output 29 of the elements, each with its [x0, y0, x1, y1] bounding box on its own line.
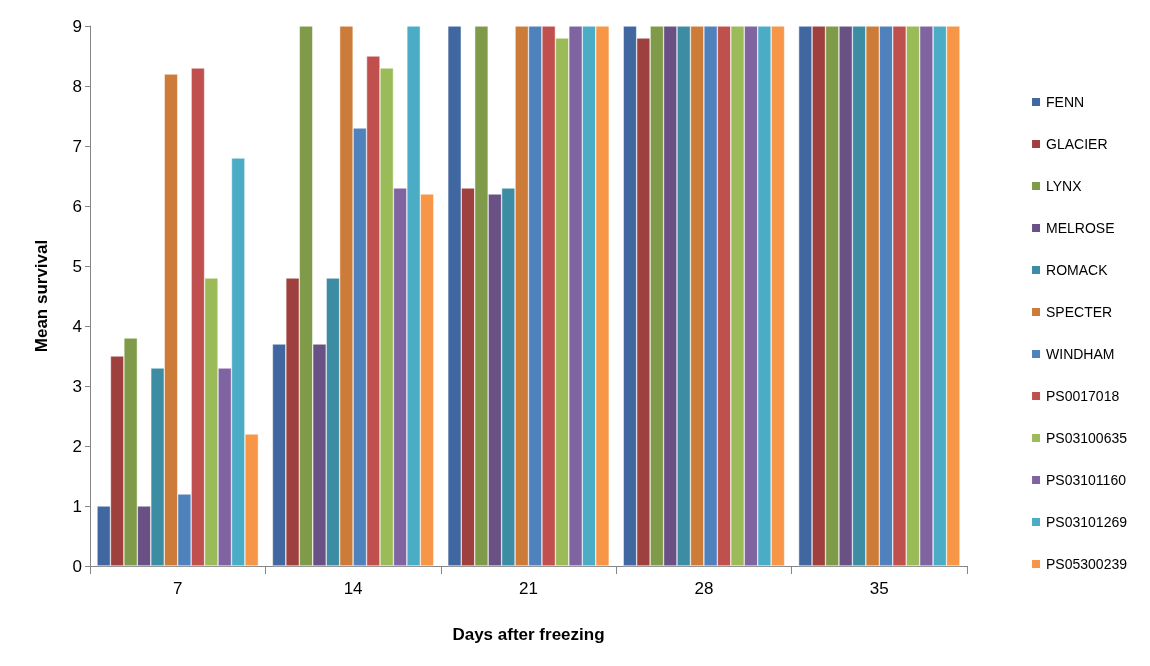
- legend-label: PS03101269: [1046, 514, 1128, 530]
- legend-label: PS0017018: [1046, 388, 1120, 404]
- y-tick-label: 0: [72, 556, 82, 576]
- y-tick-label: 5: [72, 256, 82, 276]
- y-tick-label: 8: [72, 76, 82, 96]
- legend-label: PS05300239: [1046, 556, 1128, 572]
- legend-label: LYNX: [1046, 178, 1083, 194]
- y-tick-label: 4: [72, 316, 82, 336]
- x-axis-title: Days after freezing: [452, 625, 605, 644]
- y-tick-label: 1: [72, 496, 82, 516]
- y-axis-title: Mean survival: [32, 239, 51, 353]
- x-tick-label: 28: [694, 579, 714, 598]
- x-tick-label: 14: [343, 579, 363, 598]
- y-tick-label: 7: [72, 136, 82, 156]
- x-tick-label: 7: [172, 579, 183, 598]
- legend-label: PS03100635: [1046, 430, 1128, 446]
- x-tick-label: 35: [869, 579, 889, 598]
- legend-label: WINDHAM: [1046, 346, 1115, 362]
- y-tick-label: 3: [72, 376, 82, 396]
- x-tick-label: 21: [519, 579, 538, 598]
- y-tick-label: 9: [72, 16, 82, 36]
- legend-label: FENN: [1046, 94, 1085, 110]
- y-tick-label: 6: [72, 196, 82, 216]
- legend-label: GLACIER: [1046, 136, 1108, 152]
- legend-label: PS03101160: [1046, 472, 1127, 488]
- y-tick-label: 2: [72, 436, 82, 456]
- legend-label: ROMACK: [1046, 262, 1109, 278]
- legend-label: SPECTER: [1046, 304, 1113, 320]
- legend-label: MELROSE: [1046, 220, 1115, 236]
